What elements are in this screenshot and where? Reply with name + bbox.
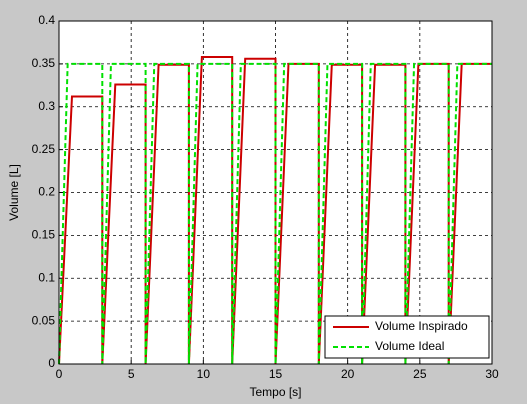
- y-axis-label: Volume [L]: [7, 164, 21, 221]
- legend-label: Volume Inspirado: [375, 319, 468, 333]
- y-tick-label: 0.25: [32, 142, 56, 156]
- x-axis-label: Tempo [s]: [249, 385, 301, 399]
- y-tick-label: 0.3: [38, 99, 55, 113]
- y-tick-label: 0.4: [38, 13, 55, 27]
- x-tick-label: 25: [413, 367, 427, 381]
- data-line: [58, 62, 492, 365]
- plot-border: [58, 20, 493, 365]
- x-tick-label: 15: [269, 367, 283, 381]
- y-tick-label: 0.05: [32, 313, 56, 327]
- x-tick-label: 5: [128, 367, 135, 381]
- x-tick-label: 30: [485, 367, 499, 381]
- y-tick-label: 0.35: [32, 56, 56, 70]
- x-tick-label: 0: [56, 367, 63, 381]
- x-tick-label: 20: [341, 367, 355, 381]
- y-tick-label: 0.2: [38, 185, 55, 199]
- y-tick-label: 0.15: [32, 228, 56, 242]
- data-line: [58, 56, 492, 365]
- x-tick-label: 10: [197, 367, 211, 381]
- y-tick-label: 0.1: [38, 270, 55, 284]
- legend-label: Volume Ideal: [375, 339, 444, 353]
- legend-box: [324, 315, 490, 359]
- y-tick-label: 0: [48, 356, 55, 370]
